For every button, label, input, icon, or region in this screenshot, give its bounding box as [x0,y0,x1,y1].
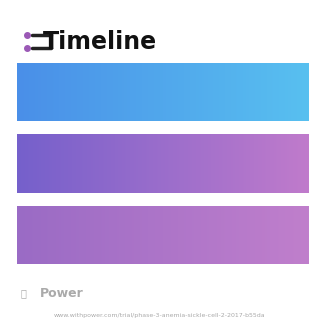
Text: Power: Power [39,287,83,300]
Text: Screening ~: Screening ~ [43,85,128,99]
Text: Varies: Varies [254,157,296,170]
Text: Timeline: Timeline [43,29,157,54]
Text: Treatment ~: Treatment ~ [43,157,130,170]
Text: www.withpower.com/trial/phase-3-anemia-sickle-cell-2-2017-b55da: www.withpower.com/trial/phase-3-anemia-s… [54,313,266,318]
Text: up to day +60: up to day +60 [197,228,296,242]
Text: 3 weeks: 3 weeks [240,85,296,99]
Text: Follow ups ~: Follow ups ~ [43,228,132,242]
Text: 🔰: 🔰 [21,288,27,298]
